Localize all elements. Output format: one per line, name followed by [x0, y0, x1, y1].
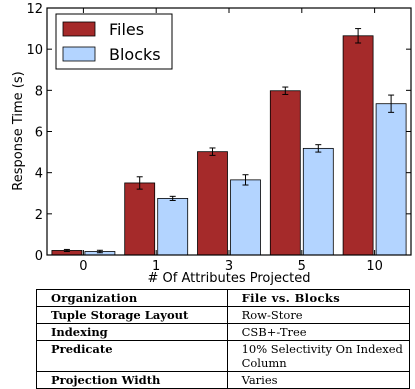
- legend-swatch-files: [62, 21, 96, 37]
- error-bar-blocks-5: [315, 144, 322, 153]
- legend-swatch-blocks: [62, 46, 96, 62]
- error-bar-blocks-1: [169, 195, 176, 201]
- error-bar-files-0: [63, 248, 70, 253]
- error-bar-files-10: [355, 28, 362, 44]
- y-axis-label: Response Time (s): [11, 71, 26, 190]
- table-value-cell: Row-Store: [226, 306, 411, 324]
- legend-label-blocks: Blocks: [109, 45, 161, 64]
- legend-label-files: Files: [109, 20, 144, 39]
- x-tick-label: 3: [225, 259, 233, 274]
- bar-files-10: [342, 35, 374, 256]
- table-key-cell: Indexing: [36, 323, 228, 341]
- configuration-table: Organization File vs. Blocks Tuple Stora…: [36, 289, 411, 389]
- error-bar-blocks-0: [96, 249, 103, 254]
- y-tick-label: 6: [35, 126, 43, 141]
- legend: Files Blocks: [55, 13, 173, 70]
- y-tick-label: 2: [35, 208, 43, 223]
- error-bar-files-5: [282, 86, 289, 95]
- x-tick-label: 5: [298, 259, 306, 274]
- table-row: Projection Width Varies: [36, 371, 411, 389]
- bar-chart: 0 2 4 6 8 10 12 0 1 3 5 10 Response Time (s) # Of …: [11, 2, 412, 286]
- x-tick-label: 1: [152, 259, 160, 274]
- table-value-cell: CSB+-Tree: [226, 323, 411, 341]
- y-tick-label: 12: [26, 2, 43, 17]
- error-bar-files-1: [136, 176, 143, 190]
- error-bar-blocks-3: [242, 174, 249, 186]
- bar-blocks-1: [157, 197, 189, 256]
- bar-files-5: [269, 90, 301, 256]
- table-header-cell: Organization: [36, 289, 228, 307]
- y-tick-label: 10: [26, 43, 43, 58]
- table-row: Predicate 10% Selectivity On Indexed Col…: [36, 340, 411, 372]
- table-row: Indexing CSB+-Tree: [36, 323, 411, 341]
- x-tick-label: 10: [366, 259, 383, 274]
- bar-files-3: [197, 151, 228, 256]
- y-tick-label: 0: [35, 249, 43, 264]
- table-key-cell: Projection Width: [36, 371, 228, 389]
- y-tick-label: 8: [35, 84, 43, 99]
- bar-blocks-10: [375, 103, 407, 256]
- x-tick-label: 0: [79, 259, 87, 274]
- table-value-cell: Varies: [226, 371, 411, 389]
- bar-blocks-3: [230, 179, 261, 256]
- error-bars-layer: [63, 28, 395, 254]
- error-bar-files-3: [209, 147, 216, 156]
- table-key-cell: Predicate: [36, 340, 228, 372]
- table-row: Tuple Storage Layout Row-Store: [36, 306, 411, 324]
- y-tick-label: 4: [35, 167, 43, 182]
- table-value-cell: 10% Selectivity On Indexed Column: [226, 340, 411, 372]
- bars-layer: [51, 35, 407, 256]
- table-key-cell: Tuple Storage Layout: [36, 306, 228, 324]
- table-header-row: Organization File vs. Blocks: [36, 289, 411, 307]
- bar-blocks-5: [302, 147, 334, 256]
- error-bar-blocks-10: [388, 94, 395, 113]
- bar-files-1: [124, 182, 156, 256]
- y-axis: 0 2 4 6 8 10 12: [26, 2, 411, 264]
- table-header-cell: File vs. Blocks: [226, 289, 411, 307]
- x-axis: 0 1 3 5 10: [79, 8, 383, 274]
- x-axis-label: # Of Attributes Projected: [147, 271, 310, 286]
